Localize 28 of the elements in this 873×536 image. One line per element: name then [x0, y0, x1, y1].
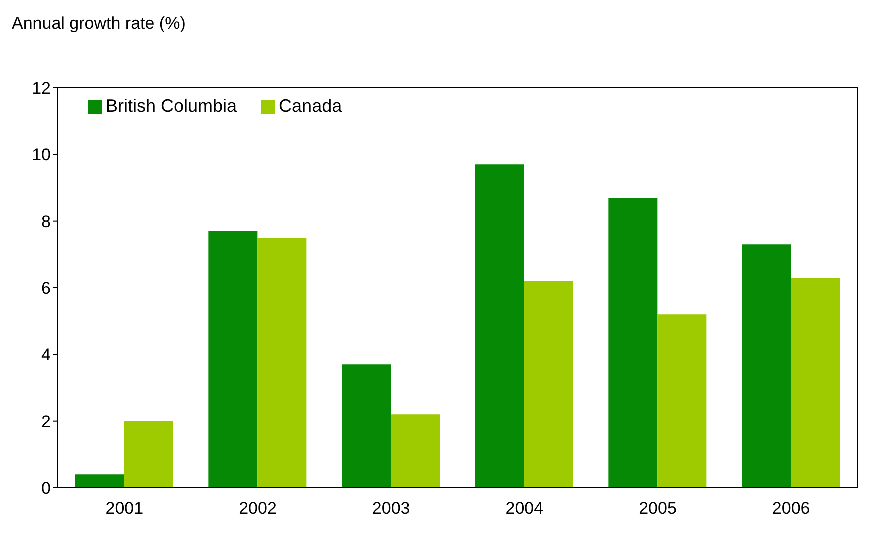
- y-tick-label: 12: [32, 79, 51, 98]
- bar: [658, 314, 707, 488]
- y-axis-title: Annual growth rate (%): [12, 14, 186, 34]
- bar: [742, 244, 791, 488]
- y-tick-label: 8: [42, 212, 51, 232]
- x-tick-label: 2004: [506, 499, 544, 518]
- bar: [75, 474, 124, 488]
- bar: [608, 198, 658, 488]
- y-tick-label: 4: [42, 346, 51, 365]
- bar: [258, 238, 307, 488]
- bar: [342, 364, 391, 488]
- x-tick-label: 2003: [372, 499, 410, 518]
- legend-label: British Columbia: [106, 96, 238, 116]
- x-tick-label: 2005: [639, 499, 677, 518]
- x-tick-label: 2002: [239, 499, 277, 518]
- x-tick-label: 2001: [106, 499, 144, 518]
- bar: [475, 164, 524, 488]
- bar: [208, 231, 258, 488]
- y-tick-label: 10: [32, 146, 51, 165]
- bar: [524, 281, 574, 488]
- bar: [124, 421, 174, 488]
- y-tick-label: 2: [42, 412, 51, 432]
- bar: [391, 414, 440, 488]
- legend-label: Canada: [279, 96, 342, 116]
- bar: [791, 278, 840, 488]
- x-tick-label: 2006: [772, 499, 810, 518]
- y-tick-label: 6: [42, 279, 51, 298]
- y-tick-label: 0: [42, 479, 51, 498]
